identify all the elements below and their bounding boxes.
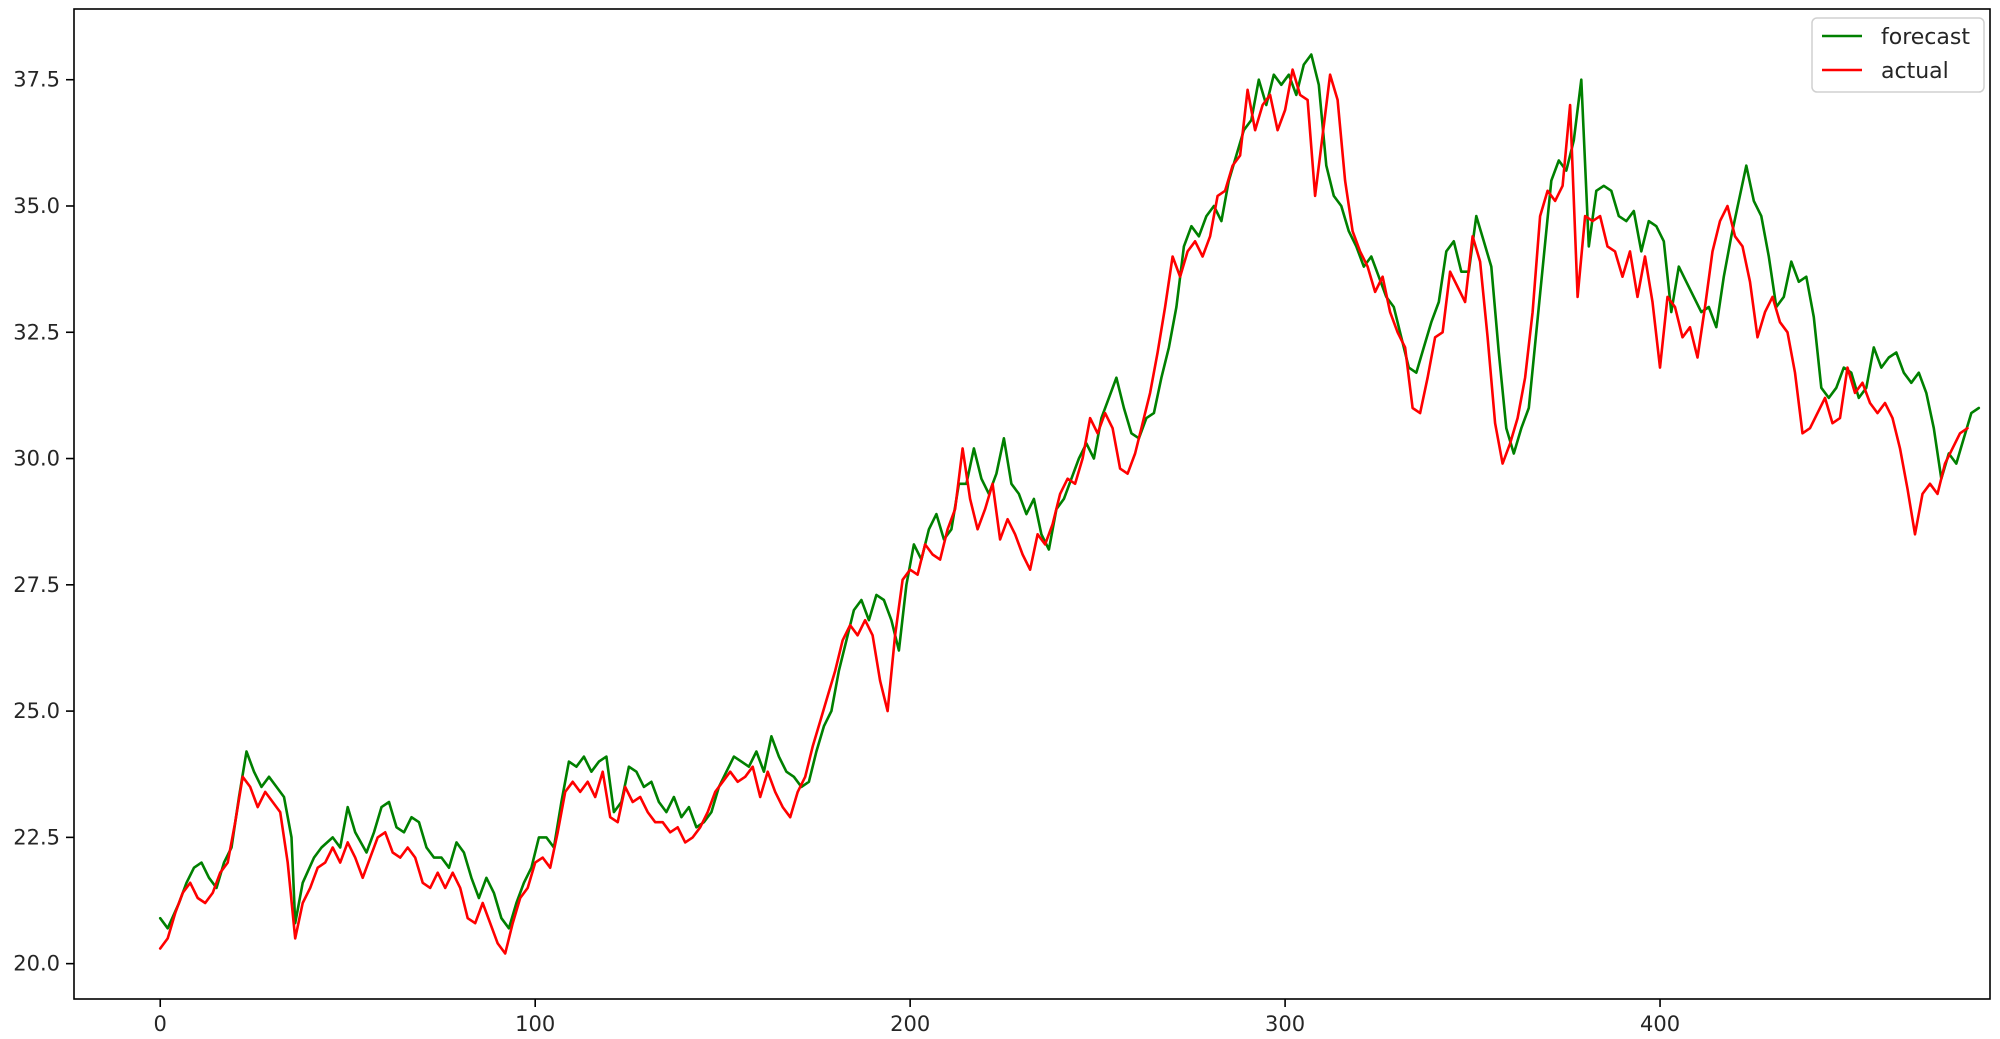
plot-frame (73, 8, 1991, 1000)
legend: forecast actual (1811, 17, 1985, 93)
x-tick-label-100: 100 (515, 1012, 555, 1036)
y-tick-label-22.5: 22.5 (13, 825, 60, 849)
x-tick-label-400: 400 (1640, 1012, 1680, 1036)
y-tick-label-30: 30.0 (13, 447, 60, 471)
y-tick-label-27.5: 27.5 (13, 573, 60, 597)
x-tick-label-200: 200 (890, 1012, 930, 1036)
y-tick-label-32.5: 32.5 (13, 320, 60, 344)
x-tick-label-300: 300 (1265, 1012, 1305, 1036)
x-tick-label-0: 0 (154, 1012, 167, 1036)
legend-label-forecast: forecast (1881, 25, 1970, 50)
series-layer (158, 53, 1981, 955)
x-axis: 0 100 200 300 400 (154, 999, 1680, 1036)
y-tick-label-37.5: 37.5 (13, 68, 60, 92)
legend-label-actual: actual (1881, 59, 1949, 84)
y-tick-label-20: 20.0 (13, 952, 60, 976)
y-axis: 20.0 22.5 25.0 27.5 30.0 32.5 35.0 37.5 (13, 68, 74, 976)
series-line-forecast (158, 53, 1981, 930)
y-tick-label-35: 35.0 (13, 194, 60, 218)
series-line-actual (158, 68, 1969, 955)
y-tick-label-25: 25.0 (13, 699, 60, 723)
